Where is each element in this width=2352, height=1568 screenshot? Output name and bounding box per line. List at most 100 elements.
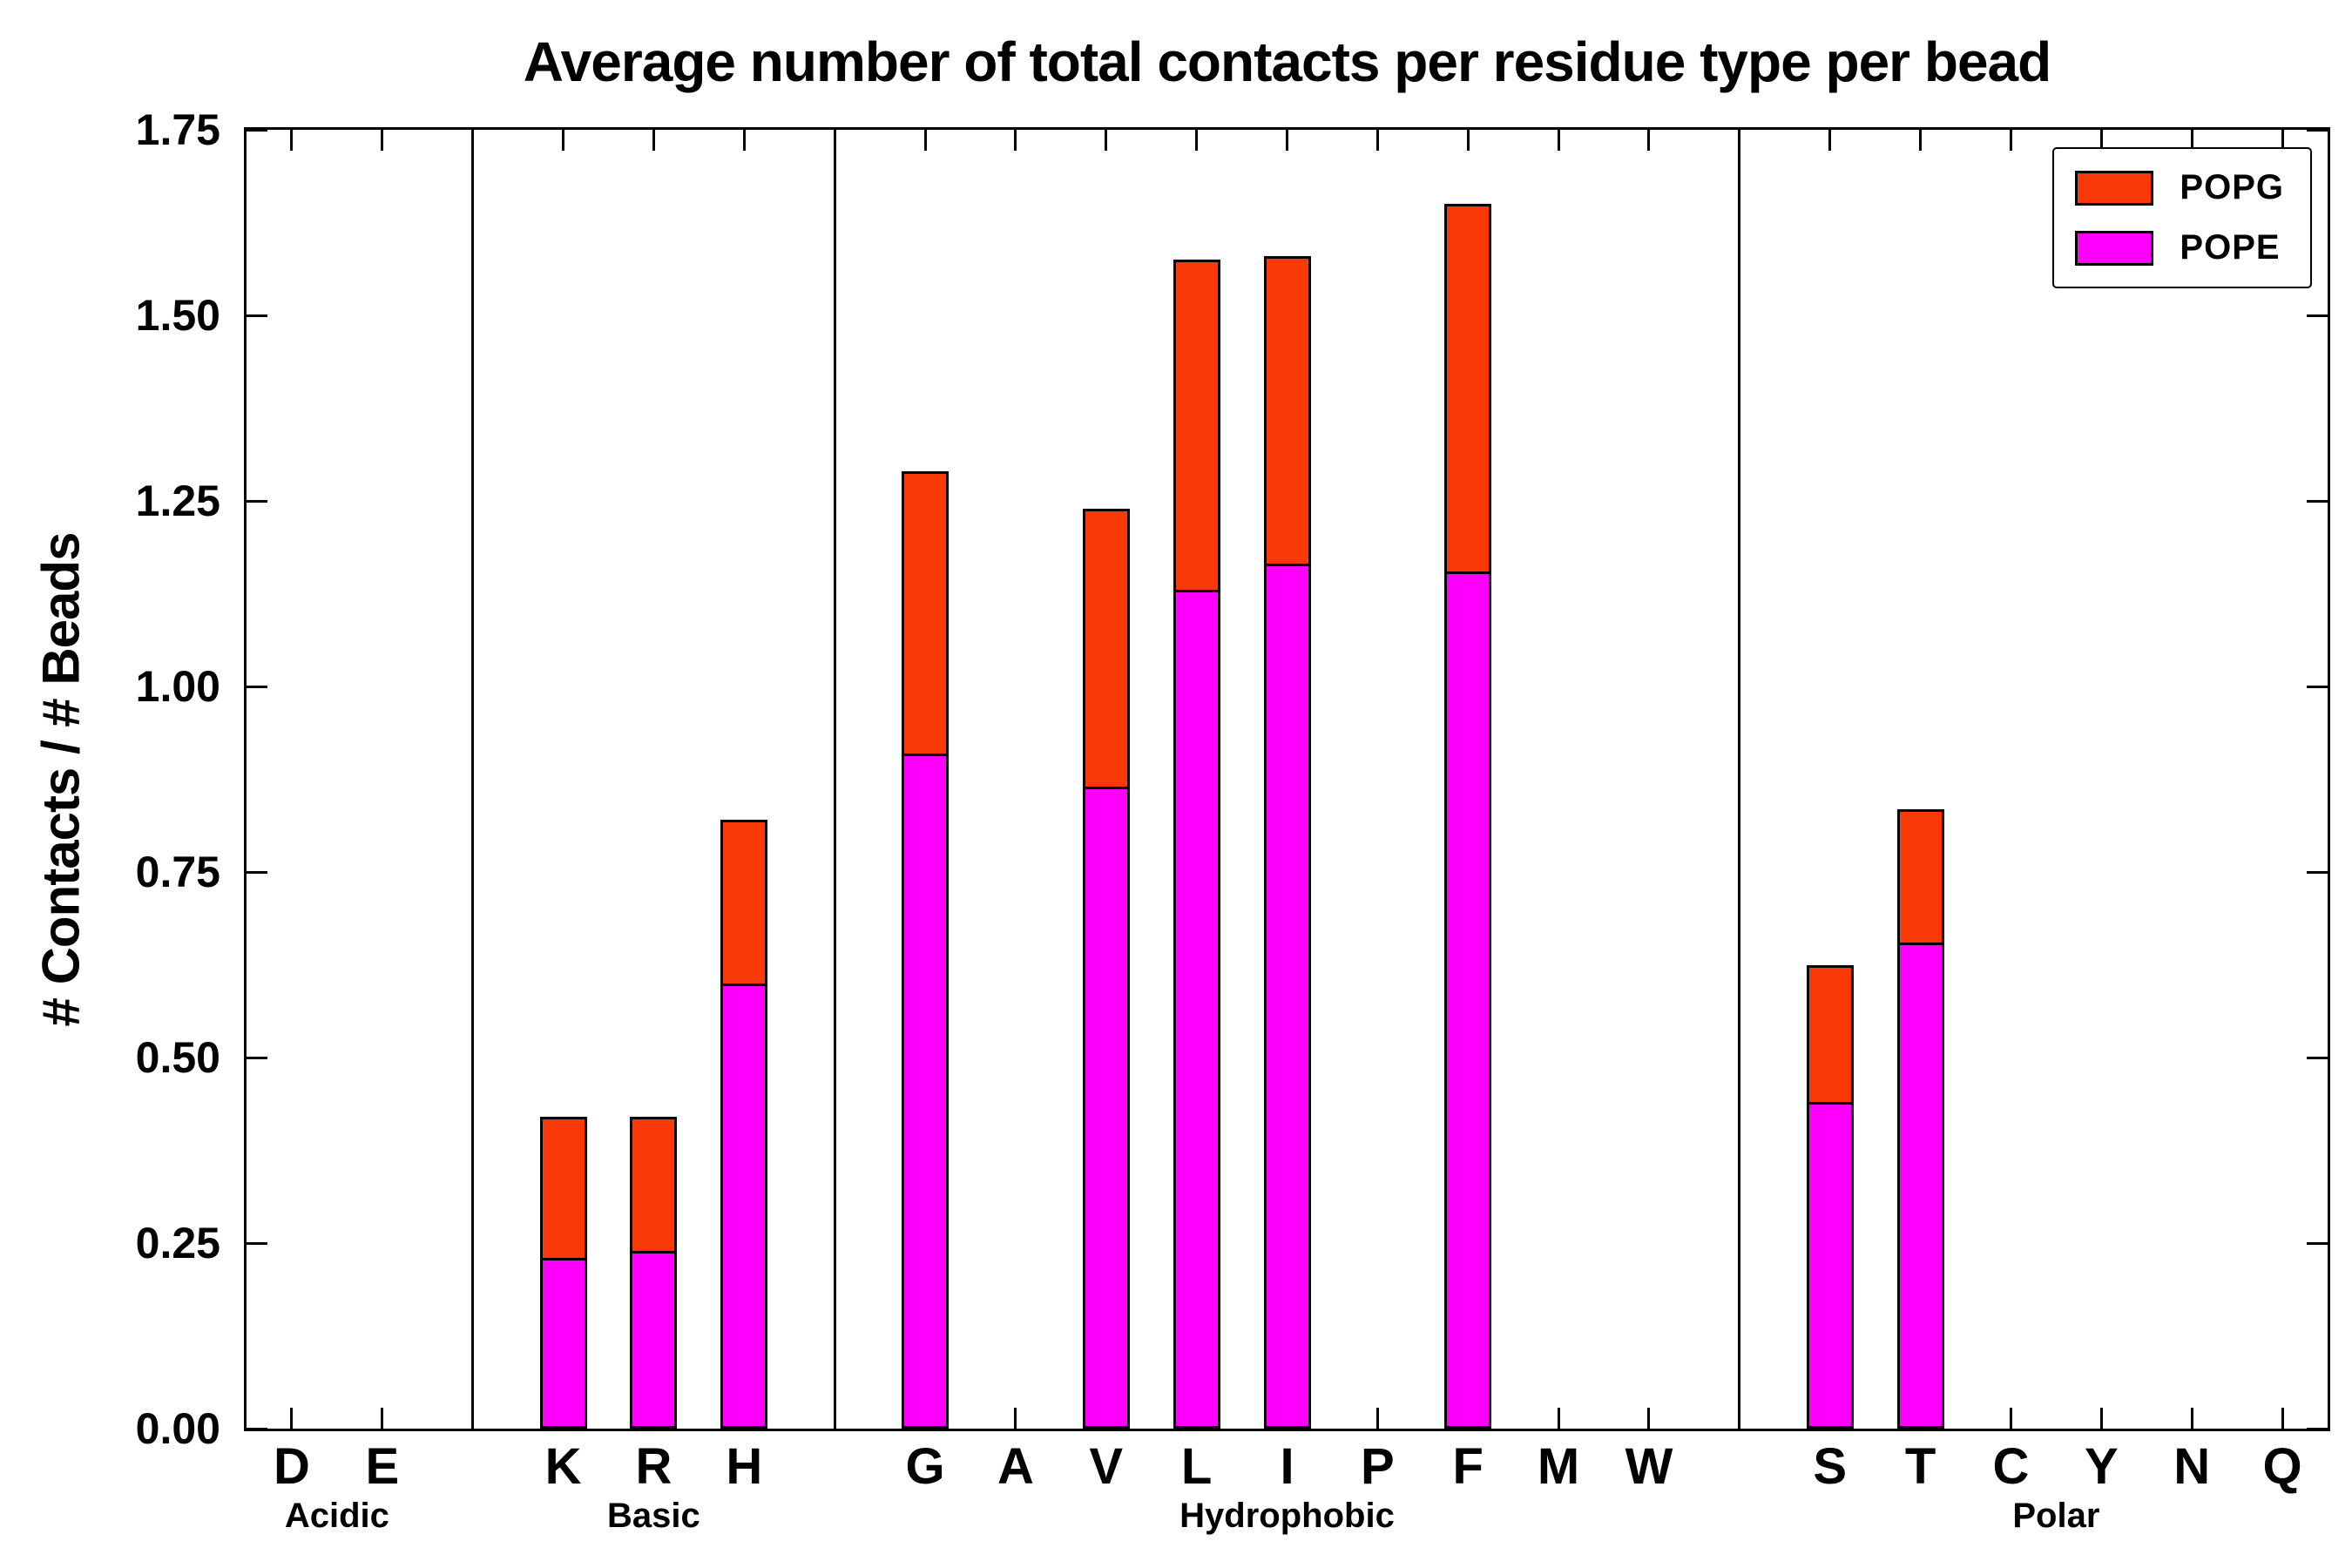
y-tick-left [247, 1056, 267, 1059]
bar-segment-popg-K [539, 1117, 587, 1261]
x-tick-label-K: K [544, 1438, 582, 1495]
y-tick-right [2307, 128, 2328, 132]
bar-segment-popg-R [630, 1117, 678, 1254]
bar-segment-popg-V [1082, 508, 1130, 790]
bar-segment-popg-S [1806, 964, 1854, 1105]
x-tick-bottom-Y [2099, 1408, 2103, 1429]
y-tick-label-0.50: 0.50 [135, 1033, 220, 1082]
y-tick-right [2307, 1427, 2328, 1430]
x-tick-label-W: W [1625, 1438, 1673, 1495]
y-tick-right [2307, 314, 2328, 317]
y-tick-left [247, 499, 267, 503]
legend-item-popg: POPG [2075, 168, 2284, 207]
bar-segment-pope-I [1263, 564, 1311, 1429]
group-label-hydrophobic: Hydrophobic [1179, 1497, 1395, 1535]
group-label-acidic: Acidic [284, 1497, 389, 1535]
x-tick-label-L: L [1180, 1438, 1213, 1495]
x-tick-label-S: S [1813, 1438, 1848, 1495]
bar-segment-pope-G [902, 753, 950, 1429]
group-divider [1738, 130, 1741, 1429]
legend-item-pope: POPE [2075, 228, 2284, 267]
x-tick-top-R [652, 130, 655, 151]
y-tick-right [2307, 685, 2328, 688]
x-tick-top-P [1375, 130, 1379, 151]
bar-segment-popg-I [1263, 255, 1311, 567]
x-tick-top-E [381, 130, 384, 151]
legend-swatch-pope [2075, 230, 2154, 266]
y-tick-right [2307, 870, 2328, 874]
bar-segment-pope-S [1806, 1102, 1854, 1429]
legend-label-popg: POPG [2180, 168, 2284, 206]
chart-title: Average number of total contacts per res… [523, 30, 2051, 93]
y-tick-label-1.25: 1.25 [135, 476, 220, 525]
bar-segment-popg-F [1444, 204, 1492, 574]
group-divider [833, 130, 836, 1429]
x-tick-label-E: E [365, 1438, 400, 1495]
group-label-polar: Polar [2012, 1497, 2100, 1535]
x-tick-bottom-N [2190, 1408, 2193, 1429]
x-tick-label-V: V [1089, 1438, 1124, 1495]
bar-segment-pope-K [539, 1258, 587, 1429]
x-tick-top-C [2009, 130, 2012, 151]
plot-area: POPG POPE [244, 127, 2330, 1431]
legend-swatch-popg [2075, 170, 2154, 206]
x-tick-top-T [1919, 130, 1923, 151]
bar-segment-pope-R [630, 1250, 678, 1429]
x-tick-label-R: R [635, 1438, 672, 1495]
y-axis-label: # Contacts / # Beads [31, 532, 91, 1027]
legend-label-pope: POPE [2180, 228, 2281, 267]
y-tick-left [247, 685, 267, 688]
y-tick-label-0.75: 0.75 [135, 848, 220, 896]
x-tick-top-W [1647, 130, 1651, 151]
bar-segment-popg-H [720, 820, 768, 986]
x-tick-bottom-D [290, 1408, 294, 1429]
x-tick-label-A: A [997, 1438, 1034, 1495]
bar-segment-pope-H [720, 983, 768, 1429]
y-tick-right [2307, 499, 2328, 503]
x-tick-bottom-A [1014, 1408, 1017, 1429]
x-tick-top-K [562, 130, 565, 151]
bar-segment-popg-T [1896, 808, 1944, 945]
x-tick-label-M: M [1537, 1438, 1580, 1495]
bar-segment-popg-G [902, 470, 950, 756]
y-tick-left [247, 1427, 267, 1430]
bar-segment-pope-L [1173, 590, 1220, 1429]
x-tick-top-D [290, 130, 294, 151]
bar-segment-pope-F [1444, 571, 1492, 1429]
y-tick-label-1.50: 1.50 [135, 291, 220, 340]
x-tick-top-M [1557, 130, 1560, 151]
x-tick-bottom-Q [2281, 1408, 2284, 1429]
x-tick-bottom-P [1375, 1408, 1379, 1429]
x-tick-label-T: T [1904, 1438, 1936, 1495]
x-tick-label-D: D [273, 1438, 310, 1495]
x-tick-top-V [1105, 130, 1108, 151]
x-tick-label-Y: Y [2084, 1438, 2119, 1495]
y-tick-left [247, 870, 267, 874]
x-tick-bottom-M [1557, 1408, 1560, 1429]
x-tick-top-A [1014, 130, 1017, 151]
y-tick-label-0.00: 0.00 [135, 1404, 220, 1453]
y-tick-label-1.00: 1.00 [135, 662, 220, 711]
x-tick-bottom-W [1647, 1408, 1651, 1429]
y-tick-left [247, 1241, 267, 1245]
x-tick-top-N [2190, 130, 2193, 151]
x-tick-label-H: H [726, 1438, 763, 1495]
x-tick-label-G: G [905, 1438, 945, 1495]
x-tick-top-F [1466, 130, 1470, 151]
y-tick-label-0.25: 0.25 [135, 1219, 220, 1267]
group-label-basic: Basic [607, 1497, 700, 1535]
y-tick-left [247, 314, 267, 317]
x-tick-label-F: F [1452, 1438, 1484, 1495]
x-tick-top-G [923, 130, 927, 151]
x-tick-label-N: N [2173, 1438, 2211, 1495]
y-tick-left [247, 128, 267, 132]
y-tick-right [2307, 1056, 2328, 1059]
x-tick-top-I [1286, 130, 1288, 151]
x-tick-label-Q: Q [2262, 1438, 2302, 1495]
x-tick-bottom-C [2009, 1408, 2012, 1429]
x-tick-label-I: I [1280, 1438, 1294, 1495]
legend: POPG POPE [2052, 147, 2312, 288]
group-divider [471, 130, 475, 1429]
x-tick-top-L [1195, 130, 1199, 151]
